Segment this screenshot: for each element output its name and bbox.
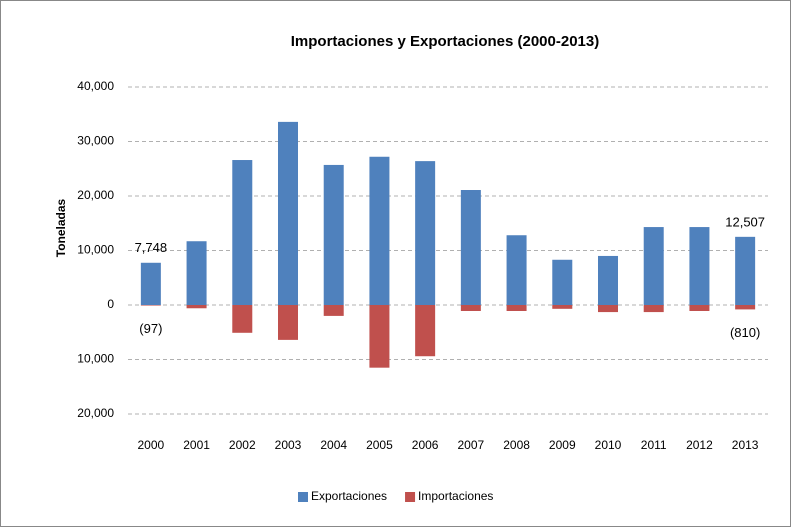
legend-swatch bbox=[298, 492, 308, 502]
bar bbox=[735, 236, 756, 305]
x-tick-label: 2010 bbox=[595, 438, 622, 452]
x-tick-label: 2002 bbox=[229, 438, 256, 452]
y-tick-label: 10,000 bbox=[77, 243, 114, 257]
bar bbox=[186, 305, 207, 309]
bar bbox=[369, 156, 390, 305]
chart-title: Importaciones y Exportaciones (2000-2013… bbox=[291, 33, 599, 50]
y-tick-label: 10,000 bbox=[77, 352, 114, 366]
data-label: 7,748 bbox=[135, 240, 168, 255]
x-tick-label: 2011 bbox=[641, 438, 667, 452]
y-axis-label: Toneladas bbox=[54, 198, 68, 257]
bar bbox=[415, 161, 436, 305]
bar bbox=[323, 305, 344, 316]
bar bbox=[460, 190, 481, 305]
legend-swatch bbox=[405, 492, 416, 502]
legend-label: Importaciones bbox=[418, 489, 493, 503]
bar bbox=[369, 305, 390, 368]
bar bbox=[598, 305, 618, 313]
y-tick-label: 0 bbox=[107, 297, 114, 311]
data-label: (810) bbox=[730, 325, 760, 340]
x-tick-label: 2004 bbox=[320, 438, 347, 452]
bar bbox=[552, 305, 573, 309]
bar bbox=[689, 305, 710, 311]
data-label: 12,507 bbox=[725, 214, 765, 229]
bar bbox=[278, 121, 298, 305]
x-tick-label: 2009 bbox=[549, 438, 576, 452]
bar bbox=[643, 305, 664, 313]
x-tick-label: 2012 bbox=[686, 438, 713, 452]
bar bbox=[140, 262, 161, 305]
y-tick-label: 20,000 bbox=[77, 188, 114, 202]
bar bbox=[552, 259, 573, 305]
bar bbox=[186, 241, 207, 305]
bar bbox=[506, 235, 527, 305]
legend-label: Exportaciones bbox=[311, 489, 387, 503]
bar bbox=[460, 305, 481, 311]
x-tick-label: 2007 bbox=[458, 438, 485, 452]
x-tick-label: 2013 bbox=[732, 438, 759, 452]
bar bbox=[735, 305, 756, 310]
bar bbox=[643, 227, 664, 305]
x-tick-label: 2006 bbox=[412, 438, 439, 452]
y-tick-label: 20,000 bbox=[77, 406, 114, 420]
bar bbox=[278, 305, 298, 340]
bar bbox=[415, 305, 436, 357]
x-tick-label: 2001 bbox=[183, 438, 210, 452]
bar bbox=[506, 305, 527, 311]
bar bbox=[689, 227, 710, 305]
bar bbox=[140, 305, 161, 306]
data-label: (97) bbox=[139, 321, 162, 336]
y-tick-label: 30,000 bbox=[77, 134, 114, 148]
x-tick-label: 2000 bbox=[138, 438, 165, 452]
x-tick-label: 2003 bbox=[275, 438, 302, 452]
y-tick-label: 40,000 bbox=[77, 79, 114, 93]
bar bbox=[598, 255, 618, 305]
x-tick-label: 2008 bbox=[503, 438, 530, 452]
bar bbox=[232, 305, 253, 333]
bar bbox=[232, 160, 253, 305]
x-tick-label: 2005 bbox=[366, 438, 393, 452]
bar bbox=[323, 164, 344, 305]
